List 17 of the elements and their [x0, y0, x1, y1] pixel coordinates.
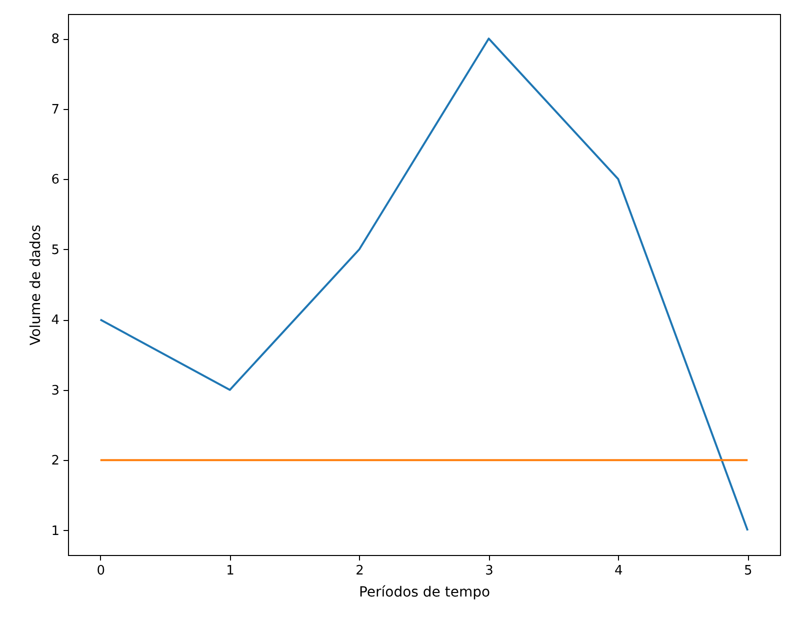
y-tick-label: 4	[51, 313, 60, 328]
y-tick-label: 3	[51, 383, 60, 398]
x-tick-label: 0	[96, 564, 106, 578]
y-axis-title: Volume de dados	[28, 224, 44, 346]
x-tick-label: 2	[356, 564, 364, 578]
x-tick-label: 4	[614, 564, 623, 578]
x-axis-title: Períodos de tempo	[358, 584, 490, 600]
y-tick-label: 1	[51, 524, 60, 539]
y-tick-label: 8	[51, 32, 60, 48]
x-tick-label: 1	[226, 564, 234, 578]
y-tick-label: 2	[51, 454, 60, 469]
x-tick-label: 5	[744, 564, 752, 578]
y-tick-label: 6	[51, 172, 60, 188]
x-tick-label: 3	[485, 564, 494, 578]
line-series	[99, 38, 749, 532]
y-tick-label: 7	[51, 102, 60, 118]
y-tick-label: 5	[51, 242, 60, 258]
